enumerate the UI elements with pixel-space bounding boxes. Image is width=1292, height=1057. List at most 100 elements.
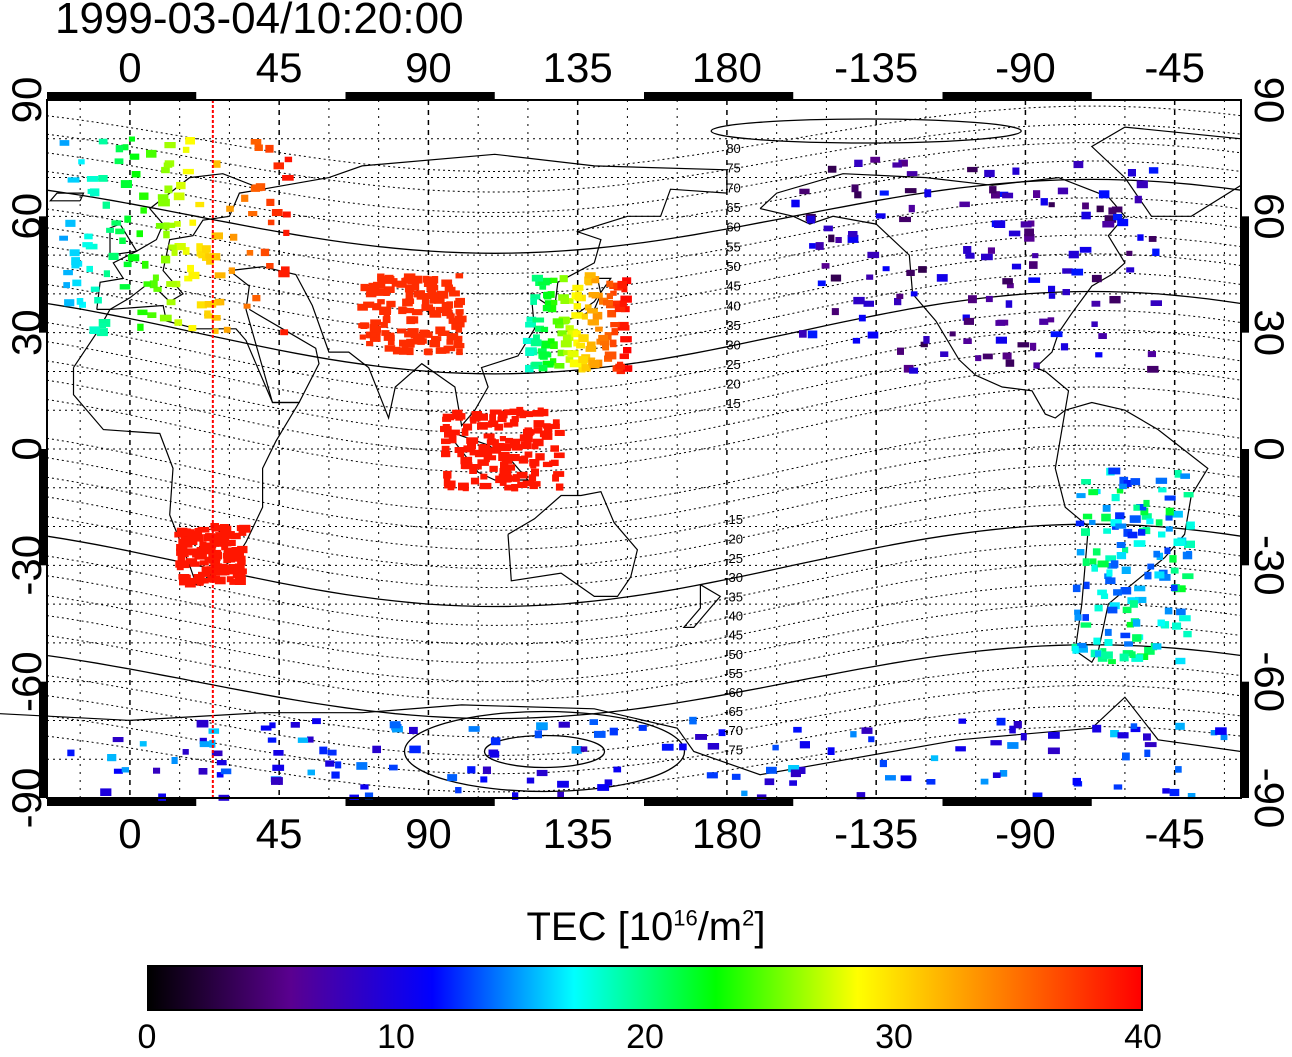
tec-cell [254,144,263,151]
tec-cell [1081,479,1091,485]
tec-cell [861,727,873,734]
tec-cell [182,749,189,755]
tec-cell [533,334,540,342]
tec-cell [1103,528,1111,534]
tec-cell [580,746,588,752]
tec-cell [597,784,610,791]
north-pole-contour [710,118,1022,144]
tec-cell [428,285,435,292]
tec-cell [866,274,874,280]
axis-tick-labels: 0 45 90 135 180 -135 -90 -450 45 90 135 180 -135 -90-… [3,44,1292,857]
tec-cell [1123,480,1132,487]
tec-cell [370,332,377,338]
tec-cell [108,252,119,260]
tec-cell [706,772,718,779]
tec-cell [1033,190,1041,198]
tec-cell [995,336,1007,344]
tec-cell [538,365,548,372]
coastline [444,429,530,481]
tec-cell [1110,730,1119,738]
x-tick-top: 180 [692,44,762,91]
tec-cell [196,547,208,553]
frame-bar-bottom [345,798,495,806]
tec-cell [115,228,125,235]
tec-cell [460,456,473,465]
tec-cell [1092,548,1101,556]
tec-cell [1161,621,1170,629]
tec-cell [850,731,857,738]
tec-cell [1159,574,1171,581]
tec-cell [482,447,493,456]
tec-cell [1144,742,1157,748]
contour-label: 45 [726,279,740,294]
tec-cell [1176,608,1186,616]
tec-cell [573,303,582,310]
tec-cell [423,348,433,355]
tec-cell [201,578,209,584]
tec-cell [462,462,473,470]
tec-cell [406,347,414,356]
colorbar-tick-label: 0 [137,1018,157,1056]
tec-cell [565,298,574,304]
tec-cell [586,341,596,348]
tec-cell [197,550,207,559]
tec-cell [1165,526,1173,532]
tec-cell [498,453,508,461]
contour-label: 30 [726,337,740,352]
tec-cell [127,254,140,262]
tec-cell [595,326,603,332]
tec-cell [454,447,465,453]
tec-cell [1158,531,1166,538]
tec-cell [963,338,972,344]
tec-cell [1115,523,1127,529]
tec-cell [544,300,553,306]
y-tick-left: -60 [3,651,50,712]
tec-cell [467,441,476,450]
tec-cell [387,339,395,346]
tec-cell [620,306,630,313]
tec-cell [1120,632,1131,639]
tec-cell [1072,777,1081,786]
tec-cell [435,326,446,335]
tec-cell [519,434,529,442]
x-tick-bottom: 90 [405,810,452,857]
contour-label: 75 [726,161,740,176]
tec-cell [1133,504,1140,511]
tec-cell [107,754,117,762]
contour-line [46,664,1242,738]
tec-cell [1083,581,1090,590]
contour-label: -35 [724,589,743,604]
tec-cell [827,747,835,755]
tec-cell [204,301,217,308]
tec-cell [139,741,147,747]
tec-cell [980,778,989,785]
tec-cell [901,161,908,167]
tec-cell [429,296,436,304]
x-tick-top: -135 [834,44,918,91]
tec-cell [366,286,375,294]
tec-cell [581,364,591,372]
tec-cell [807,330,818,339]
tec-cell [1009,725,1016,734]
tec-cell [1048,293,1056,299]
tec-cell [436,306,448,313]
colorbar-tick-label: 40 [1124,1018,1162,1056]
frame-bar-bottom [644,798,794,806]
tec-cell [1095,352,1103,358]
tec-cell [281,266,290,273]
tec-cell [307,769,315,776]
tec-cell [799,741,810,749]
tec-cell [423,281,432,287]
tec-cell [128,136,135,142]
tec-cell [1017,342,1030,348]
tec-cell [1097,589,1107,596]
tec-cell [178,538,186,546]
tec-cell [103,270,110,278]
tec-cell [1155,519,1163,526]
tec-cell [1091,274,1102,283]
tec-cell [189,219,197,226]
tec-cell [1076,549,1085,556]
tec-cell [996,717,1006,726]
tec-cell [1175,657,1186,665]
y-tick-left: 60 [3,193,50,240]
